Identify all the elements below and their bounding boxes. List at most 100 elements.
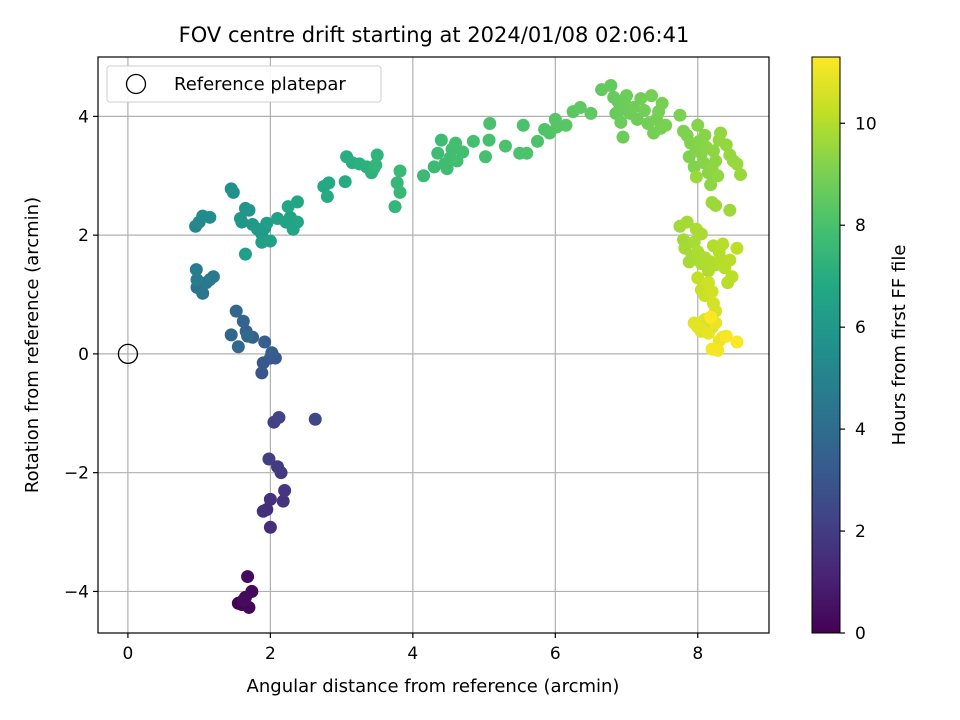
data-point	[434, 133, 448, 147]
data-point	[709, 154, 723, 168]
data-point	[449, 136, 463, 150]
data-point	[322, 176, 336, 190]
data-point	[236, 314, 250, 328]
data-point	[238, 247, 252, 261]
data-point	[701, 326, 715, 340]
colorbar-ticks: 0 2 4 6 8 10	[840, 114, 877, 644]
data-point	[393, 185, 407, 199]
data-point	[709, 198, 723, 212]
legend-label: Reference platepar	[174, 74, 346, 95]
data-point	[226, 185, 240, 199]
data-point	[369, 158, 383, 172]
data-point	[614, 115, 628, 129]
y-tick-label: 2	[78, 226, 89, 246]
data-point	[719, 329, 733, 343]
data-point	[644, 89, 658, 103]
legend-marker	[125, 73, 147, 95]
legend: Reference platepar	[106, 65, 382, 103]
data-point	[711, 169, 725, 183]
plot-frame	[97, 56, 770, 634]
data-point	[516, 118, 530, 132]
data-points	[189, 79, 748, 614]
data-point	[637, 103, 651, 117]
data-point	[260, 216, 274, 230]
colorbar-tick-label: 0	[855, 624, 866, 644]
data-point	[734, 168, 748, 182]
data-point	[483, 117, 497, 131]
data-point	[203, 210, 217, 224]
data-point	[730, 335, 744, 349]
colorbar-tick-label: 2	[855, 522, 866, 542]
data-point	[388, 200, 402, 214]
x-tick-label: 0	[123, 644, 134, 664]
data-point	[308, 412, 322, 426]
data-point	[338, 175, 352, 189]
data-point	[691, 118, 705, 132]
x-tick-label: 6	[550, 644, 561, 664]
y-tick-label: −2	[64, 464, 89, 484]
x-axis-label: Angular distance from reference (arcmin)	[247, 676, 620, 697]
data-point	[723, 253, 737, 267]
data-point	[530, 134, 544, 148]
data-point	[705, 285, 719, 299]
data-point	[206, 270, 220, 284]
data-point	[659, 118, 673, 132]
data-point	[241, 329, 255, 343]
data-point	[482, 133, 496, 147]
data-point	[466, 134, 480, 148]
y-tick-label: −4	[64, 582, 89, 602]
data-point	[730, 157, 744, 171]
x-axis-ticks: 0 2 4 6 8	[123, 633, 703, 664]
data-point	[655, 96, 669, 110]
data-point	[320, 190, 334, 204]
data-point	[627, 100, 641, 114]
y-tick-label: 4	[78, 107, 89, 127]
chart-title: FOV centre drift starting at 2024/01/08 …	[179, 23, 690, 47]
data-point	[190, 273, 204, 287]
data-point	[263, 492, 277, 506]
data-point	[520, 146, 534, 160]
colorbar: 0 2 4 6 8 10 Hours from first FF file	[811, 56, 910, 644]
data-point	[440, 162, 454, 176]
data-point	[245, 584, 259, 598]
data-point	[634, 92, 648, 106]
data-point	[723, 203, 737, 217]
colorbar-label: Hours from first FF file	[889, 245, 910, 446]
data-point	[704, 310, 718, 324]
data-point	[241, 570, 255, 584]
colorbar-gradient	[811, 56, 841, 634]
data-point	[706, 144, 720, 158]
data-point	[271, 460, 285, 474]
data-point	[290, 195, 304, 209]
data-point	[229, 304, 243, 318]
data-point	[673, 108, 687, 122]
data-point	[224, 328, 238, 342]
data-point	[231, 340, 245, 354]
data-point	[189, 263, 203, 277]
data-point	[427, 160, 441, 174]
data-point	[263, 520, 277, 534]
data-point	[431, 146, 445, 160]
data-point	[559, 118, 573, 132]
data-point	[276, 494, 290, 508]
data-point	[456, 145, 470, 159]
data-point	[290, 215, 304, 229]
data-point	[478, 150, 492, 164]
data-point	[730, 241, 744, 255]
data-point	[719, 138, 733, 152]
data-point	[236, 593, 250, 607]
data-point	[256, 504, 270, 518]
data-point	[691, 320, 705, 334]
data-point	[714, 126, 728, 140]
data-point	[691, 271, 705, 285]
data-point	[680, 215, 694, 229]
data-point	[196, 286, 210, 300]
data-point	[370, 148, 384, 162]
data-point	[689, 170, 703, 184]
data-point	[265, 346, 279, 360]
data-point	[233, 212, 247, 226]
data-point	[263, 234, 277, 248]
data-point	[278, 483, 292, 497]
data-point	[242, 203, 256, 217]
data-point	[573, 100, 587, 114]
